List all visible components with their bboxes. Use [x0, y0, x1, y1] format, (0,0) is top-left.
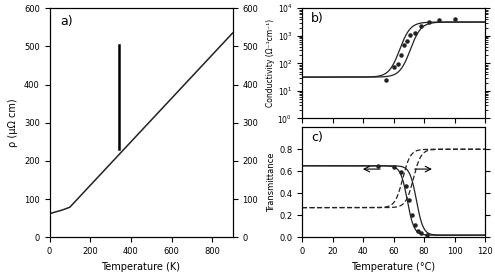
Point: [382, 78, 390, 83]
Point: [408, 213, 416, 217]
Y-axis label: Transmittance: Transmittance: [267, 153, 276, 212]
Point: [423, 233, 431, 237]
Point: [402, 184, 410, 188]
Y-axis label: ρ (μΩ cm): ρ (μΩ cm): [8, 99, 18, 147]
Point: [390, 65, 397, 70]
Point: [411, 223, 419, 228]
Point: [374, 164, 382, 168]
Text: b): b): [311, 12, 324, 25]
Point: [450, 17, 458, 21]
Point: [397, 170, 405, 174]
Point: [425, 20, 433, 24]
Point: [417, 24, 425, 29]
Point: [414, 229, 422, 233]
Point: [417, 231, 425, 236]
Point: [406, 33, 414, 37]
Point: [436, 18, 444, 22]
Point: [397, 52, 405, 57]
Text: c): c): [311, 131, 323, 144]
Point: [403, 39, 411, 43]
Point: [405, 198, 413, 203]
Point: [400, 43, 408, 47]
Point: [390, 164, 397, 169]
X-axis label: Temperature (°C): Temperature (°C): [351, 262, 436, 272]
Point: [394, 62, 402, 66]
Y-axis label: Conductivity (Ω⁻¹cm⁻¹): Conductivity (Ω⁻¹cm⁻¹): [266, 19, 275, 107]
X-axis label: Temperature (K): Temperature (K): [101, 262, 181, 272]
Point: [411, 31, 419, 36]
Text: a): a): [60, 15, 73, 28]
